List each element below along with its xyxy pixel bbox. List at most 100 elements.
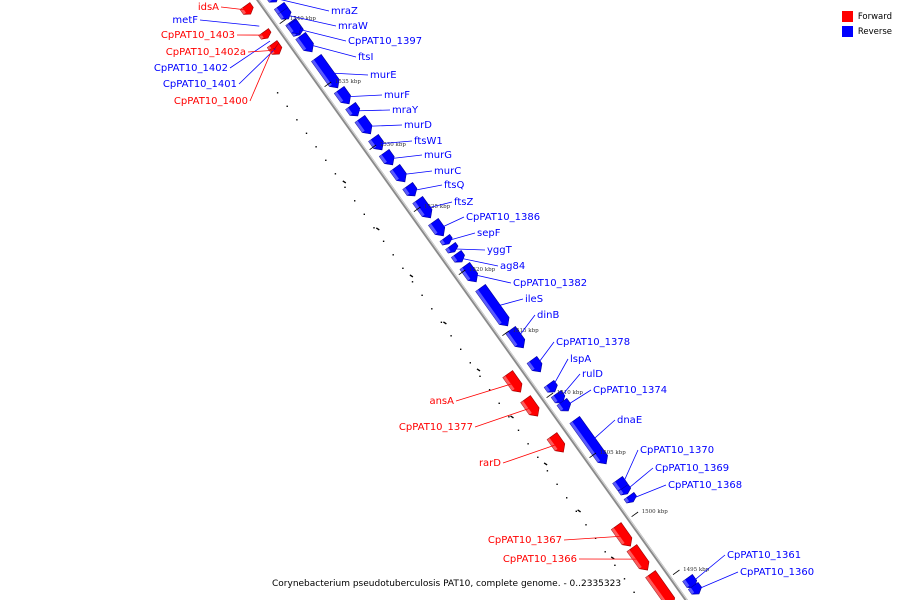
gene-shape-murC[interactable] <box>389 163 407 183</box>
label-CpPAT10_1382[interactable]: CpPAT10_1382 <box>513 278 587 289</box>
label-mraW[interactable]: mraW <box>338 21 368 32</box>
label-yggT[interactable]: yggT <box>487 245 513 256</box>
gene-rulD[interactable] <box>550 389 566 404</box>
gene-ansA[interactable] <box>502 370 523 393</box>
gene-shape-murD[interactable] <box>354 114 373 135</box>
gene-ftsZ[interactable] <box>412 195 433 219</box>
gene-CpPAT10_1400[interactable] <box>266 40 280 51</box>
gene-CpPAT10_1386[interactable] <box>428 217 446 237</box>
label-CpPAT10_1402a[interactable]: CpPAT10_1402a <box>166 47 246 58</box>
label-CpPAT10_1378[interactable]: CpPAT10_1378 <box>556 337 630 348</box>
label-dinB[interactable]: dinB <box>537 310 559 321</box>
gene-ftsI[interactable] <box>295 31 314 53</box>
gene-murE[interactable] <box>311 53 340 89</box>
gene-shape-CpPAT10_1368[interactable] <box>623 491 637 504</box>
gene-murG[interactable] <box>378 148 395 166</box>
label-CpPAT10_1361[interactable]: CpPAT10_1361 <box>727 550 801 561</box>
label-ftsI[interactable]: ftsI <box>358 52 373 63</box>
gene-forward-block-1[interactable] <box>645 570 676 600</box>
label-ftsW1[interactable]: ftsW1 <box>414 136 443 147</box>
label-CpPAT10_1367[interactable]: CpPAT10_1367 <box>488 535 562 546</box>
gene-shape-CpPAT10_1366[interactable] <box>626 544 650 571</box>
gene-shape-CpPAT10_1360[interactable] <box>687 581 702 595</box>
gene-shape-rarD[interactable] <box>546 432 566 453</box>
gene-shape-sepF[interactable] <box>439 233 453 246</box>
gene-shape-CpPAT10_1378[interactable] <box>526 355 543 373</box>
gene-shape-dinB[interactable] <box>505 325 526 349</box>
label-dnaE[interactable]: dnaE <box>617 415 642 426</box>
label-CpPAT10_1386[interactable]: CpPAT10_1386 <box>466 212 540 223</box>
label-rarD[interactable]: rarD <box>479 458 501 469</box>
gene-CpPAT10_1378[interactable] <box>526 355 543 373</box>
gene-mraZ[interactable] <box>266 0 279 3</box>
label-CpPAT10_1360[interactable]: CpPAT10_1360 <box>740 567 814 578</box>
gene-ftsQ[interactable] <box>402 181 418 197</box>
label-ftsZ[interactable]: ftsZ <box>454 197 473 208</box>
label-ansA[interactable]: ansA <box>429 396 454 407</box>
gene-ag84[interactable] <box>450 249 465 263</box>
gene-CpPAT10_1369[interactable] <box>617 483 632 496</box>
gene-CpPAT10_1382[interactable] <box>459 261 479 283</box>
label-CpPAT10_1397[interactable]: CpPAT10_1397 <box>348 36 422 47</box>
label-mraY[interactable]: mraY <box>392 105 419 116</box>
label-CpPAT10_1402[interactable]: CpPAT10_1402 <box>154 63 228 74</box>
gene-shape-ftsQ[interactable] <box>402 181 418 197</box>
gene-shape-rulD[interactable] <box>550 389 566 404</box>
gene-dinB[interactable] <box>505 325 526 349</box>
gene-CpPAT10_1377[interactable] <box>520 395 540 417</box>
gene-CpPAT10_1368[interactable] <box>623 491 637 504</box>
label-murF[interactable]: murF <box>384 90 410 101</box>
gene-shape-CpPAT10_1382[interactable] <box>459 261 479 283</box>
gene-shape-CpPAT10_1403[interactable] <box>258 28 272 40</box>
gene-CpPAT10_1366[interactable] <box>626 544 650 571</box>
label-CpPAT10_1366[interactable]: CpPAT10_1366 <box>503 554 577 565</box>
gene-shape-CpPAT10_1400[interactable] <box>266 40 280 51</box>
label-murD[interactable]: murD <box>404 120 432 131</box>
gene-shape-ileS[interactable] <box>475 283 510 327</box>
gene-shape-CpPAT10_1369[interactable] <box>617 483 632 496</box>
gene-CpPAT10_1367[interactable] <box>610 522 633 547</box>
gene-shape-murE[interactable] <box>311 53 340 89</box>
gene-murF[interactable] <box>333 85 351 105</box>
label-CpPAT10_1377[interactable]: CpPAT10_1377 <box>399 422 473 433</box>
gene-ileS[interactable] <box>475 283 510 327</box>
gene-CpPAT10_1403[interactable] <box>258 28 272 40</box>
gene-mraY[interactable] <box>345 101 361 117</box>
gene-shape-ftsZ[interactable] <box>412 195 433 219</box>
label-lspA[interactable]: lspA <box>570 354 591 365</box>
label-CpPAT10_1400[interactable]: CpPAT10_1400 <box>174 96 248 107</box>
label-CpPAT10_1369[interactable]: CpPAT10_1369 <box>655 463 729 474</box>
label-CpPAT10_1403[interactable]: CpPAT10_1403 <box>161 30 235 41</box>
gene-CpPAT10_1374[interactable] <box>556 397 572 412</box>
gene-idsA[interactable] <box>239 2 254 15</box>
label-ileS[interactable]: ileS <box>525 294 543 305</box>
label-sepF[interactable]: sepF <box>477 228 501 239</box>
gene-shape-CpPAT10_1367[interactable] <box>610 522 633 547</box>
gene-CpPAT10_1360[interactable] <box>687 581 702 595</box>
gene-shape-ftsI[interactable] <box>295 31 314 53</box>
label-CpPAT10_1370[interactable]: CpPAT10_1370 <box>640 445 714 456</box>
gene-shape-idsA[interactable] <box>239 2 254 15</box>
label-mraZ[interactable]: mraZ <box>331 6 358 17</box>
label-CpPAT10_1368[interactable]: CpPAT10_1368 <box>668 480 742 491</box>
gene-shape-forward-block-1[interactable] <box>645 570 676 600</box>
gene-shape-dnaE[interactable] <box>569 415 608 465</box>
gene-shape-ansA[interactable] <box>502 370 523 393</box>
gene-shape-murG[interactable] <box>378 148 395 166</box>
label-idsA[interactable]: idsA <box>198 2 219 13</box>
gene-shape-mraY[interactable] <box>345 101 361 117</box>
label-ag84[interactable]: ag84 <box>500 261 525 272</box>
label-CpPAT10_1401[interactable]: CpPAT10_1401 <box>163 79 237 90</box>
gene-sepF[interactable] <box>439 233 453 246</box>
gene-dnaE[interactable] <box>569 415 608 465</box>
gene-rarD[interactable] <box>546 432 566 453</box>
label-murE[interactable]: murE <box>370 70 397 81</box>
gene-shape-mraZ[interactable] <box>266 0 279 3</box>
label-CpPAT10_1374[interactable]: CpPAT10_1374 <box>593 385 667 396</box>
gene-shape-murF[interactable] <box>333 85 351 105</box>
gene-shape-CpPAT10_1374[interactable] <box>556 397 572 412</box>
label-murC[interactable]: murC <box>434 166 461 177</box>
label-ftsQ[interactable]: ftsQ <box>444 180 464 191</box>
label-rulD[interactable]: rulD <box>582 369 603 380</box>
label-metF[interactable]: metF <box>172 15 198 26</box>
